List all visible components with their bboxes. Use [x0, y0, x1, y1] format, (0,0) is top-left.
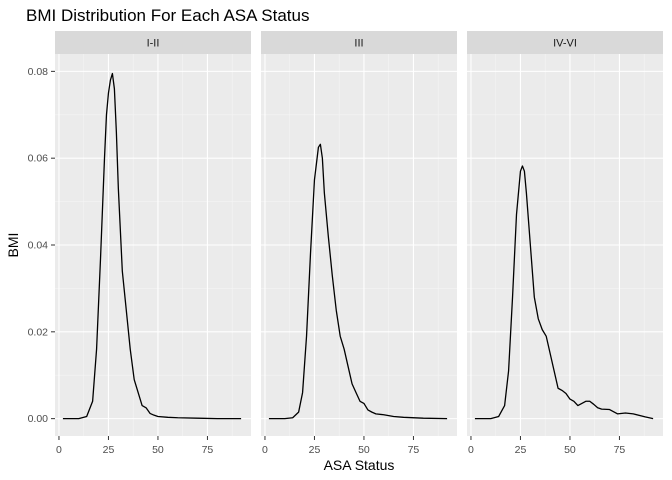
facet-strip-label: I-II — [147, 38, 160, 50]
x-tick-label: 25 — [103, 444, 115, 456]
x-tick-label: 50 — [152, 444, 164, 456]
facet-strip — [261, 31, 457, 54]
density-line-III — [268, 143, 448, 420]
x-tick-label: 0 — [56, 444, 62, 456]
facet-strip — [467, 31, 663, 54]
y-tick-label: 0.02 — [28, 326, 49, 338]
x-tick-label: 25 — [309, 444, 321, 456]
y-axis: 0.00 0.02 0.04 0.06 0.08 — [28, 66, 55, 425]
x-tick-label: 75 — [202, 444, 214, 456]
y-tick-label: 0.00 — [28, 413, 49, 425]
chart-title: BMI Distribution For Each ASA Status — [26, 6, 309, 25]
density-line-I-II — [62, 72, 242, 420]
facet-panel-1: I-II 0 25 50 75 — [55, 31, 251, 456]
facet-strip — [55, 31, 251, 54]
y-tick-label: 0.06 — [28, 153, 49, 165]
facet-strip-label: IV-VI — [553, 38, 577, 50]
density-line-IV-VI — [474, 165, 654, 420]
x-tick-label: 50 — [358, 444, 370, 456]
x-tick-label: 25 — [515, 444, 527, 456]
x-tick-label: 75 — [614, 444, 626, 456]
facet-panels: 0.00 0.02 0.04 0.06 0.08 I-II 0 25 50 75 III 0 25 50 7… — [28, 31, 663, 456]
facet-panel-3: IV-VI 0 25 50 75 — [467, 31, 663, 456]
facet-strip-label: III — [354, 38, 363, 50]
x-tick-label: 0 — [262, 444, 268, 456]
y-axis-title: BMI — [5, 233, 21, 258]
y-tick-label: 0.04 — [28, 240, 49, 252]
x-axis-title: ASA Status — [324, 457, 395, 473]
y-tick-label: 0.08 — [28, 66, 49, 78]
x-tick-label: 50 — [564, 444, 576, 456]
x-tick-label: 0 — [468, 444, 474, 456]
facet-panel-2: III 0 25 50 75 — [261, 31, 457, 456]
x-tick-label: 75 — [408, 444, 420, 456]
